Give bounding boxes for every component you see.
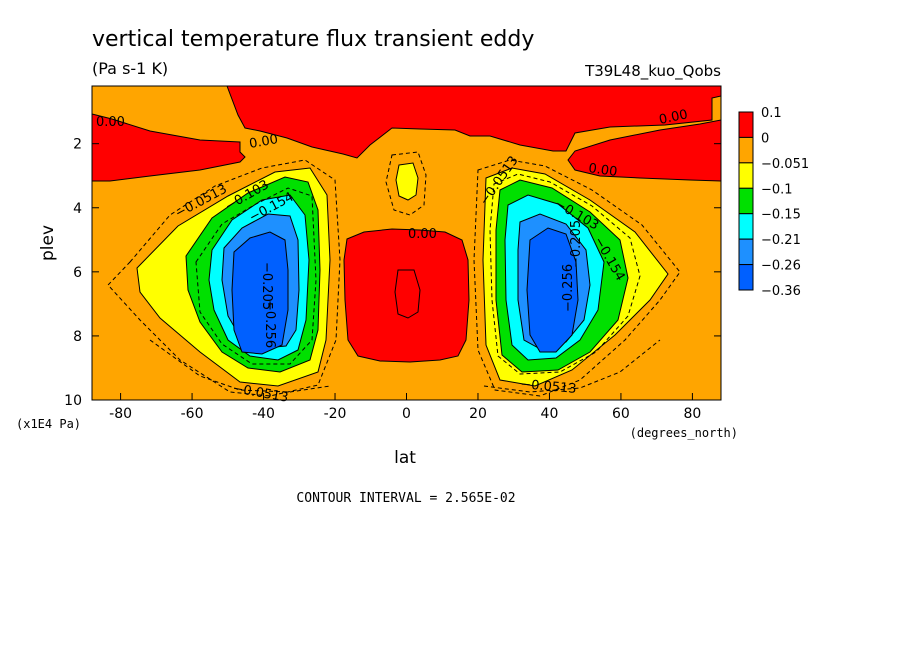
y-tick-label: 2	[73, 137, 82, 153]
x-tick-label: 40	[541, 406, 559, 422]
left-lobe-outer-dashed	[107, 159, 341, 397]
contour-label: −0.256	[262, 300, 277, 348]
chart-title: vertical temperature flux transient eddy	[92, 27, 534, 52]
x-tick-label: 80	[683, 406, 701, 422]
run-label: T39L48_kuo_Qobs	[584, 62, 721, 81]
contour-label: 0.00	[658, 107, 689, 128]
contour-fill-area	[92, 86, 721, 400]
colorbar-swatch	[738, 238, 754, 266]
contour-interval-note: CONTOUR INTERVAL = 2.565E-02	[296, 491, 515, 506]
colorbar-swatch	[738, 111, 754, 138]
contour-label: −0.205	[569, 220, 584, 268]
right-red-band	[567, 119, 721, 182]
upper-yellow-dashed	[385, 151, 427, 216]
y-axis-units: (x1E4 Pa)	[16, 417, 81, 431]
colorbar-label: −0.15	[761, 208, 801, 223]
y-axis: 2 4 6 8 10	[64, 137, 721, 409]
colorbar-swatch	[738, 136, 754, 164]
x-tick-label: 60	[612, 406, 630, 422]
contour-label: 0.00	[96, 115, 125, 130]
x-axis-label: lat	[394, 448, 416, 468]
colorbar-label: −0.1	[761, 182, 793, 197]
left-red-band	[92, 113, 246, 182]
colorbar-label: −0.051	[761, 157, 809, 172]
colorbar-label: 0	[761, 131, 769, 146]
y-axis-label: plev	[38, 225, 58, 261]
contour-label: −0.205	[259, 262, 274, 310]
chart-units: (Pa s-1 K)	[92, 59, 168, 78]
x-axis: -80 -60 -40 -20 0 20 40 60 80	[109, 393, 701, 422]
y-tick-label: 8	[73, 329, 82, 345]
upper-yellow-blob	[395, 162, 419, 201]
contour-label: 0.00	[248, 132, 279, 152]
colorbar-swatch	[738, 264, 754, 291]
x-tick-label: -40	[252, 406, 275, 422]
right-surface-dashed	[483, 339, 661, 393]
x-tick-label: -80	[109, 406, 132, 422]
contour-label: 0.00	[408, 227, 437, 242]
x-axis-units: (degrees_north)	[630, 426, 738, 440]
x-tick-label: -20	[324, 406, 347, 422]
left-lobe-core	[231, 231, 289, 355]
contour-label: −0.256	[561, 264, 576, 312]
colorbar-swatch	[738, 213, 754, 240]
colorbar: 0.1 0 −0.051 −0.1 −0.15 −0.21 −0.26 −0.36	[738, 106, 809, 299]
colorbar-label: −0.21	[761, 233, 801, 248]
upper-red-band	[92, 86, 721, 159]
contour-label: −0.0513	[520, 377, 577, 397]
equatorial-inner-contour	[394, 269, 421, 319]
colorbar-label: −0.26	[761, 259, 801, 274]
y-tick-label: 6	[73, 265, 82, 281]
colorbar-label: 0.1	[761, 106, 782, 121]
y-tick-label: 10	[64, 393, 82, 409]
x-tick-label: -60	[181, 406, 204, 422]
right-lobe-core	[526, 227, 579, 353]
right-lobe-outer-dashed	[473, 159, 681, 397]
equatorial-red-region	[343, 228, 470, 363]
right-lobe-inner-dashed	[489, 173, 641, 375]
x-tick-label: 0	[402, 406, 411, 422]
x-tick-label: 20	[469, 406, 487, 422]
colorbar-swatch	[738, 187, 754, 215]
contour-label: 0.00	[587, 161, 618, 180]
y-tick-label: 4	[73, 201, 82, 217]
colorbar-swatch	[738, 162, 754, 189]
colorbar-label: −0.36	[761, 284, 801, 299]
left-lobe-inner-dashed	[195, 187, 317, 365]
